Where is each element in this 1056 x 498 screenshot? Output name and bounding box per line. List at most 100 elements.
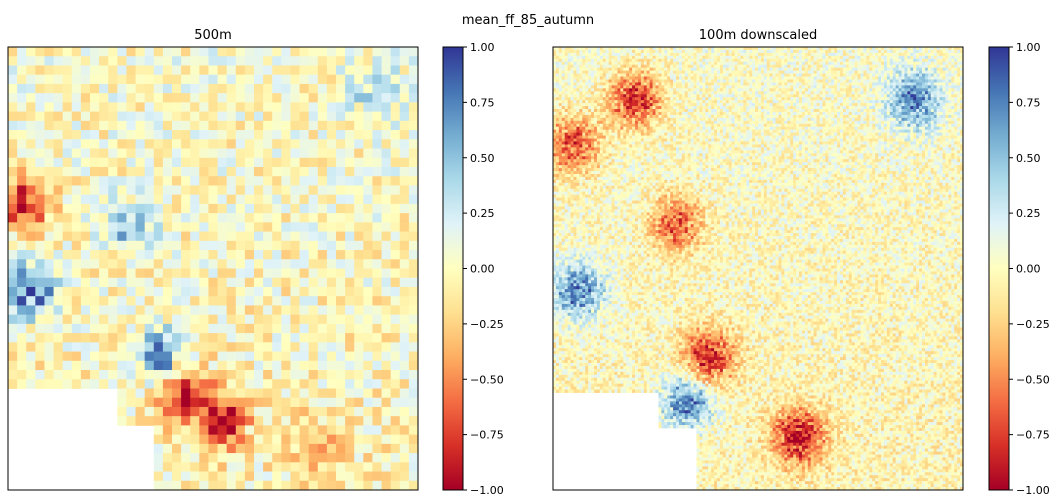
heatmap-cell — [708, 67, 712, 72]
heatmap-cell — [272, 268, 282, 279]
heatmap-cell — [281, 93, 291, 103]
heatmap-cell — [904, 73, 908, 77]
heatmap-cell — [895, 47, 899, 51]
heatmap-cell — [640, 55, 645, 60]
heatmap-cell — [99, 323, 109, 334]
colorbar-tick-label: 0.00 — [470, 263, 495, 276]
heatmap-cell — [790, 100, 794, 104]
heatmap-cell — [799, 76, 803, 80]
heatmap-cell — [801, 47, 806, 51]
heatmap-cell — [746, 82, 750, 86]
heatmap-cell — [722, 88, 727, 92]
heatmap-cell — [881, 91, 885, 95]
heatmap-cell — [35, 370, 45, 380]
heatmap-cell — [281, 462, 291, 472]
heatmap-cell — [778, 70, 782, 74]
heatmap-cell — [372, 102, 382, 113]
heatmap-cell — [408, 213, 418, 223]
heatmap-cell — [649, 47, 653, 51]
heatmap-cell — [670, 106, 674, 110]
heatmap-cell — [851, 103, 856, 107]
heatmap-cell — [649, 106, 653, 110]
heatmap-cell — [640, 47, 645, 51]
heatmap-cell — [372, 443, 382, 454]
heatmap-cell — [162, 425, 173, 436]
heatmap-cell — [655, 70, 659, 74]
heatmap-cell — [799, 67, 803, 72]
heatmap-cell — [860, 52, 864, 57]
heatmap-cell — [71, 222, 82, 232]
heatmap-cell — [199, 176, 209, 186]
heatmap-cell — [235, 74, 246, 85]
heatmap-cell — [153, 416, 164, 426]
heatmap-cell — [308, 176, 319, 186]
heatmap-cell — [842, 94, 847, 98]
heatmap-cell — [363, 83, 373, 94]
heatmap-cell — [930, 76, 935, 80]
heatmap-cell — [763, 85, 768, 89]
heatmap-cell — [898, 91, 902, 95]
heatmap-cell — [62, 268, 73, 279]
heatmap-cell — [807, 82, 812, 86]
heatmap-cell — [99, 139, 109, 149]
heatmap-cell — [752, 70, 756, 74]
heatmap-cell — [772, 76, 776, 80]
heatmap-cell — [399, 157, 410, 168]
heatmap-cell — [886, 70, 891, 74]
heatmap-cell — [813, 73, 817, 77]
heatmap-cell — [108, 185, 118, 196]
heatmap-cell — [831, 91, 835, 95]
heatmap-cell — [690, 79, 694, 83]
heatmap-cell — [281, 406, 291, 417]
heatmap-cell — [153, 453, 164, 463]
heatmap-cell — [381, 176, 392, 186]
heatmap-cell — [272, 222, 282, 232]
heatmap-cell — [907, 70, 911, 74]
heatmap-cell — [857, 79, 861, 83]
heatmap-cell — [766, 106, 771, 110]
heatmap-cell — [117, 406, 127, 417]
heatmap-cell — [272, 148, 282, 159]
heatmap-cell — [326, 462, 337, 472]
heatmap-cell — [553, 106, 557, 110]
heatmap-cell — [913, 82, 917, 86]
heatmap-cell — [933, 91, 938, 95]
heatmap-cell — [290, 351, 300, 362]
heatmap-cell — [840, 103, 844, 107]
heatmap-cell — [699, 73, 703, 77]
heatmap-cell — [781, 70, 785, 74]
heatmap-cell — [804, 55, 809, 60]
heatmap-cell — [567, 109, 571, 113]
heatmap-cell — [299, 65, 310, 76]
heatmap-cell — [605, 49, 610, 54]
heatmap-cell — [784, 70, 788, 74]
heatmap-cell — [372, 166, 382, 177]
heatmap-cell — [799, 64, 803, 69]
heatmap-cell — [863, 61, 867, 66]
heatmap-cell — [775, 76, 779, 80]
heatmap-cell — [681, 79, 686, 83]
heatmap-cell — [825, 73, 829, 77]
heatmap-cell — [772, 82, 776, 86]
heatmap-cell — [80, 157, 91, 168]
heatmap-cell — [591, 103, 595, 107]
heatmap-cell — [796, 47, 800, 51]
heatmap-cell — [290, 240, 300, 251]
heatmap-cell — [793, 58, 797, 63]
heatmap-cell — [763, 47, 768, 51]
heatmap-cell — [763, 58, 768, 63]
heatmap-cell — [676, 88, 680, 92]
heatmap-cell — [190, 120, 200, 131]
heatmap-cell — [635, 88, 639, 92]
heatmap-cell — [793, 67, 797, 72]
heatmap-cell — [281, 351, 291, 362]
heatmap-cell — [44, 342, 54, 352]
heatmap-cell — [945, 100, 949, 104]
heatmap-cell — [567, 100, 571, 104]
heatmap-cell — [702, 49, 706, 54]
heatmap-cell — [53, 314, 64, 325]
heatmap-cell — [939, 52, 943, 57]
heatmap-cell — [244, 157, 255, 168]
heatmap-cell — [17, 370, 27, 380]
heatmap-cell — [731, 106, 735, 110]
